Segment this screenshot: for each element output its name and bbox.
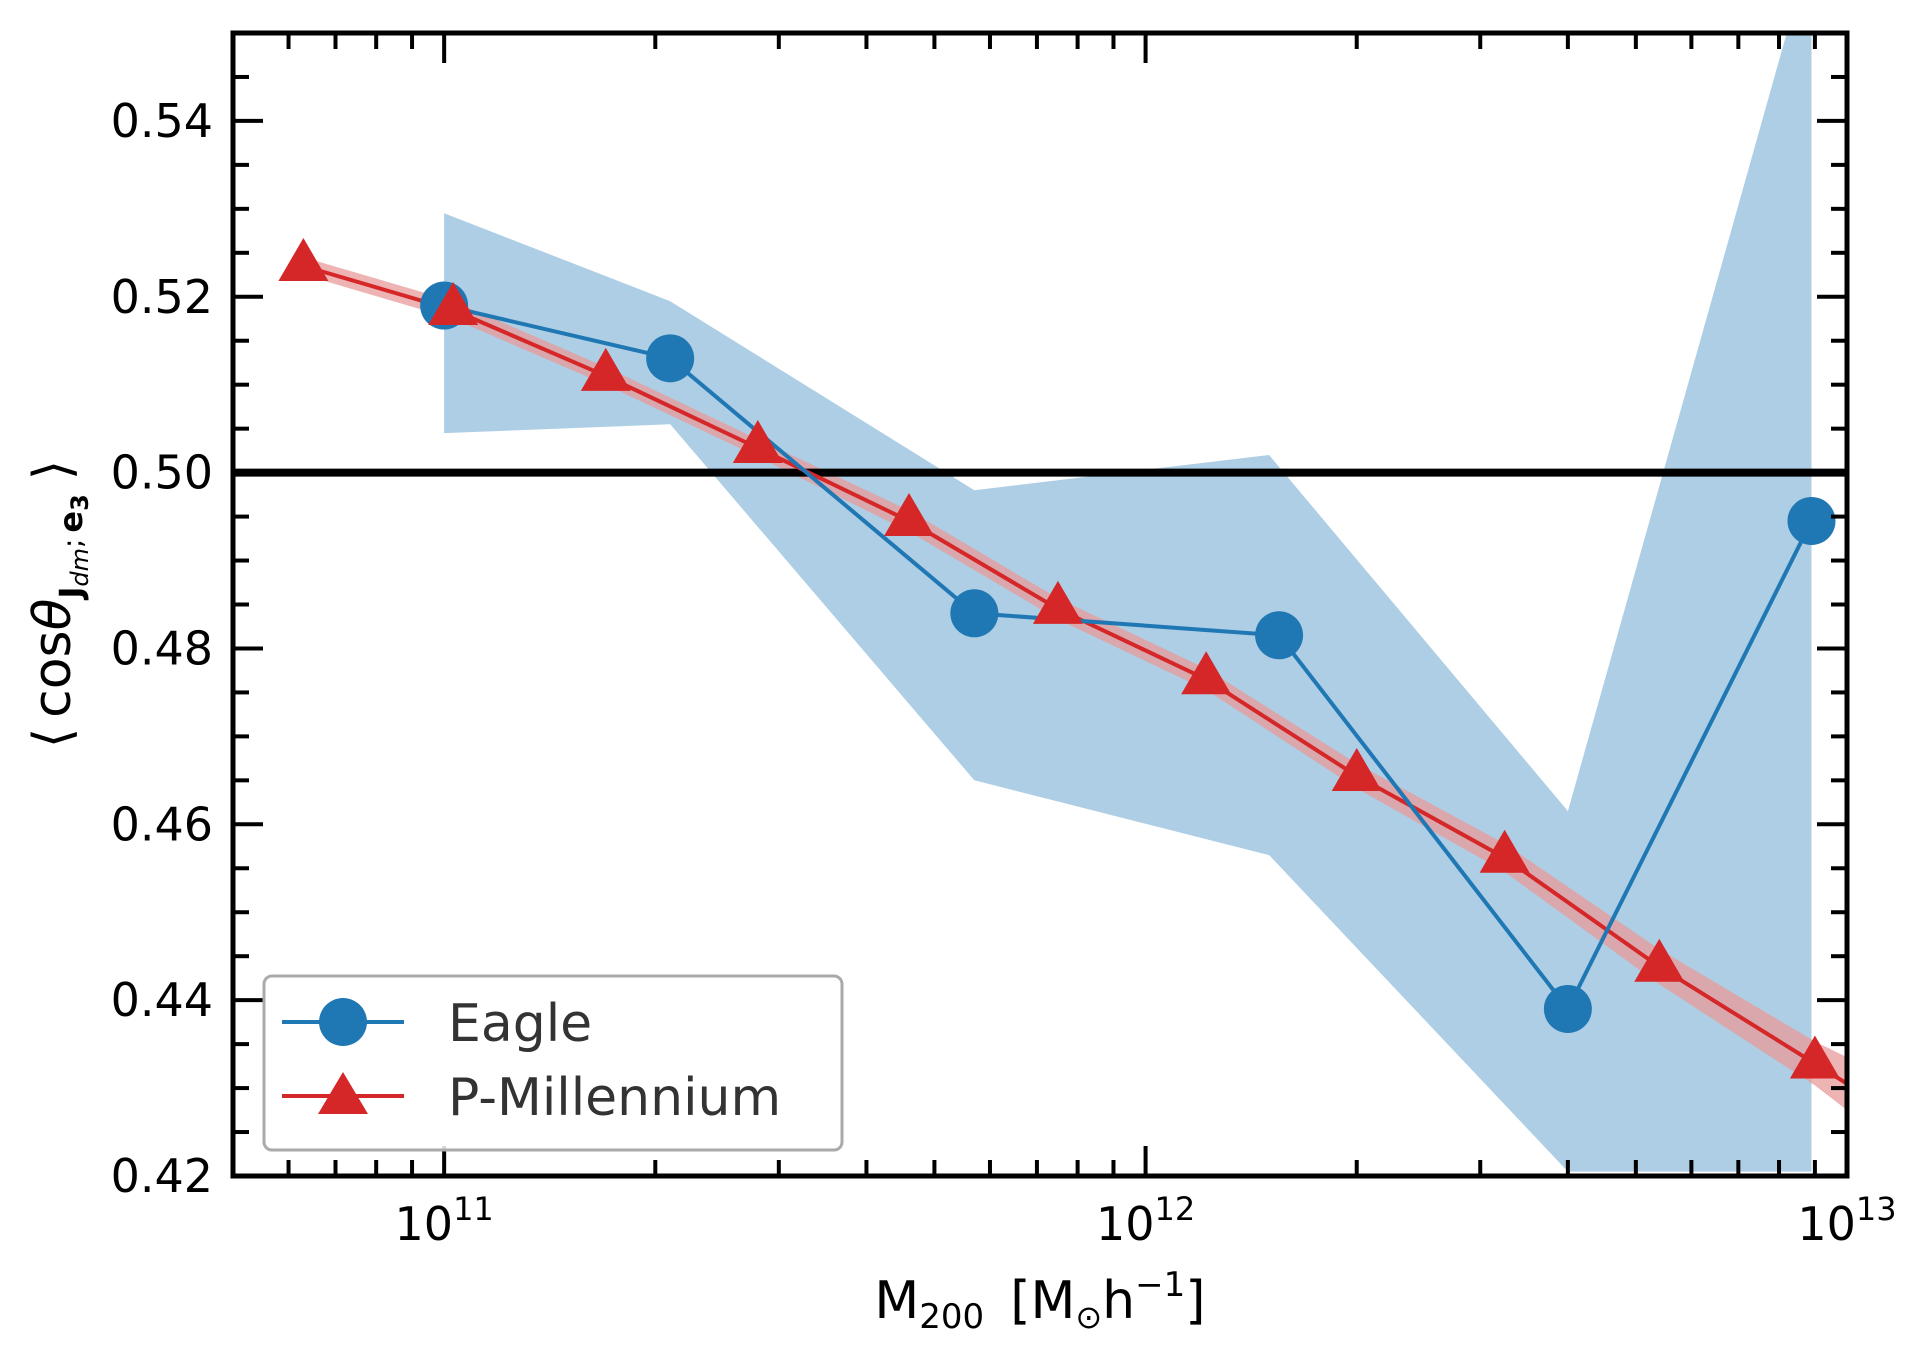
x-tick-exponent: 11 — [453, 1190, 494, 1228]
legend: Eagle P-Millennium — [262, 974, 844, 1152]
y-tick-label: 0.42 — [111, 1149, 213, 1203]
y-tick-label: 0.44 — [111, 973, 213, 1027]
legend-pmillennium-label: P-Millennium — [448, 1068, 781, 1128]
x-tick-base: 10 — [395, 1197, 454, 1251]
pmillennium-point — [278, 237, 329, 281]
plot-frame — [230, 30, 1850, 1179]
pmillennium-point — [1789, 1035, 1840, 1079]
pmillennium-point — [428, 281, 479, 325]
pmillennium-point — [1331, 747, 1382, 791]
legend-pmillennium-marker — [318, 1072, 368, 1114]
eagle-error-band — [444, 33, 1812, 1172]
data-layer — [233, 33, 1847, 1172]
y-tick-label: 0.52 — [111, 270, 213, 324]
x-tick-label: 1012 — [1096, 1190, 1195, 1251]
legend-eagle-marker — [319, 998, 367, 1046]
y-tick-label: 0.50 — [111, 446, 213, 500]
eagle-point — [646, 334, 695, 383]
x-tick-base: 10 — [1096, 1197, 1155, 1251]
y-axis-label: ⟨cosθJdm;e3⟩ — [23, 460, 94, 748]
eagle-point — [1255, 611, 1304, 660]
legend-eagle-label: Eagle — [448, 994, 592, 1054]
pmillennium-line — [302, 264, 1847, 1086]
eagle-line — [443, 303, 1814, 1013]
eagle-point — [1787, 496, 1836, 545]
x-tick-exponent: 13 — [1856, 1190, 1897, 1228]
pmillennium-point — [1032, 580, 1083, 624]
y-tick-label: 0.46 — [111, 797, 213, 851]
eagle-point — [1543, 984, 1592, 1033]
x-tick-label: 1013 — [1797, 1190, 1896, 1251]
pmillennium-point — [1181, 651, 1232, 695]
y-tick-label: 0.54 — [111, 94, 213, 148]
x-tick-label: 1011 — [395, 1190, 494, 1251]
x-tick-exponent: 12 — [1154, 1190, 1195, 1228]
pmillennium-point — [732, 419, 783, 463]
pmillennium-point — [1634, 938, 1685, 982]
pmillennium-point — [884, 492, 935, 536]
y-tick-label: 0.48 — [111, 621, 213, 675]
x-tick-base: 10 — [1797, 1197, 1856, 1251]
eagle-point — [950, 589, 999, 638]
pmillennium-point — [580, 347, 631, 391]
pmillennium-point — [1479, 829, 1530, 873]
legend-box — [262, 974, 844, 1152]
x-axis-label: M200 [M⊙h−1] — [874, 1265, 1205, 1337]
